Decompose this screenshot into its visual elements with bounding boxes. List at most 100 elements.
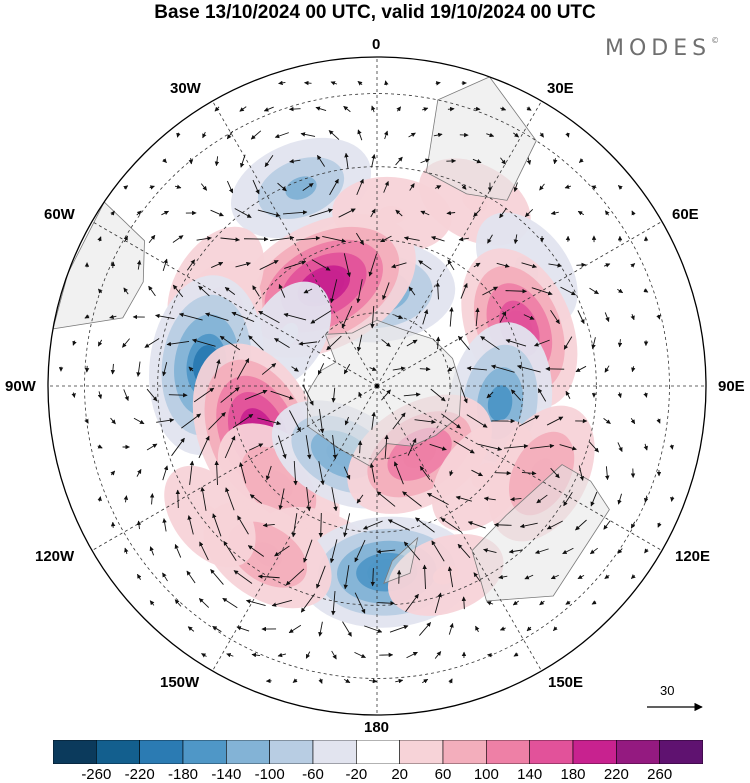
wind-vector: [499, 626, 506, 631]
wind-vector: [148, 234, 156, 244]
wind-vector: [539, 183, 545, 191]
wind-vector: [643, 288, 649, 293]
wind-vector: [356, 494, 364, 504]
wind-vector: [393, 461, 404, 485]
wind-vector: [110, 261, 116, 269]
wind-vector: [419, 465, 431, 480]
wind-vector: [123, 287, 129, 295]
wind-vector: [371, 154, 376, 168]
wind-vector: [240, 154, 246, 168]
wind-vector: [577, 310, 585, 325]
wind-vector: [560, 286, 576, 296]
wind-vector: [371, 105, 376, 113]
wind-vector: [407, 438, 417, 456]
wind-vector: [539, 600, 545, 606]
wind-vector: [123, 235, 128, 243]
wind-vector: [395, 156, 403, 166]
lon-label-0: 0: [372, 36, 381, 53]
wind-vector: [257, 209, 281, 218]
wind-vector: [188, 366, 194, 372]
wind-vector: [384, 80, 389, 86]
wind-vector: [603, 263, 611, 268]
wind-vector: [499, 311, 507, 323]
wind-vector: [590, 491, 598, 507]
wind-vector: [200, 486, 207, 511]
wind-vector: [453, 440, 475, 454]
lon-label-120w: 120W: [35, 548, 75, 565]
colorbar-bin: [226, 740, 270, 764]
wind-vector: [487, 234, 493, 244]
colorbar-tick-label: -140: [211, 766, 242, 783]
wind-vector: [181, 413, 201, 429]
colorbar-bin: [529, 740, 574, 764]
wind-vector: [274, 545, 290, 557]
wind-vector: [389, 625, 409, 633]
wind-vector: [262, 522, 275, 528]
wind-vector: [376, 549, 396, 554]
wind-vector: [274, 338, 290, 348]
wind-vector: [210, 209, 224, 217]
wind-vector: [285, 568, 305, 586]
wind-vector: [225, 487, 235, 511]
wind-vector: [310, 310, 332, 324]
anomaly-core: [471, 462, 496, 488]
wind-vector: [402, 491, 422, 507]
wind-vector: [466, 366, 487, 371]
wind-vector: [300, 132, 316, 137]
wind-vector: [565, 390, 571, 399]
wind-vector: [214, 359, 221, 379]
wind-vector: [187, 626, 195, 632]
colorbar-tick-label: -220: [124, 766, 155, 783]
wind-vector: [431, 236, 445, 242]
wind-vector: [604, 466, 610, 481]
wind-vector: [343, 513, 351, 538]
wind-vector: [604, 210, 610, 216]
wind-vector: [518, 415, 540, 427]
wind-vector: [97, 391, 103, 400]
wind-vector: [318, 621, 323, 637]
wind-vector: [248, 443, 264, 451]
wind-vector: [149, 493, 155, 505]
wind-vector: [510, 389, 522, 401]
wind-vector: [110, 417, 116, 425]
wind-vector: [414, 419, 436, 425]
wind-vector: [357, 129, 363, 141]
wind-vector: [499, 207, 507, 219]
wind-vector: [264, 155, 274, 168]
wind-vector: [304, 80, 312, 86]
wind-vector: [577, 574, 585, 580]
wind-vector: [171, 437, 185, 457]
wind-vector: [305, 651, 311, 659]
wind-vector: [381, 389, 391, 401]
wind-vector: [358, 391, 363, 399]
wind-vector: [289, 158, 301, 164]
modes-logo: MODES©: [605, 36, 719, 61]
wind-vector: [564, 184, 572, 189]
wind-vector: [539, 132, 544, 138]
wind-vector: [316, 565, 326, 589]
wind-vector: [419, 622, 431, 636]
wind-vector: [186, 570, 196, 584]
wind-vector: [162, 362, 168, 377]
wind-vector: [550, 210, 559, 216]
wind-vector: [338, 208, 356, 218]
wind-vector: [578, 158, 584, 163]
wind-vector: [458, 236, 469, 242]
colorbar-tick-label: 220: [603, 766, 629, 783]
wind-vector: [293, 460, 298, 486]
wind-vector: [383, 130, 389, 140]
wind-vector: [231, 311, 255, 322]
wind-vector: [198, 598, 210, 608]
wind-vector: [472, 158, 482, 164]
wind-vector: [277, 182, 287, 192]
wind-vector: [630, 263, 636, 268]
wind-vector: [357, 80, 363, 86]
wind-vector: [110, 210, 115, 216]
wind-vector: [343, 253, 351, 278]
wind-vector: [212, 513, 222, 537]
wind-vector: [392, 366, 406, 371]
wind-vector: [553, 158, 558, 165]
colorbar-tick-label: 100: [473, 766, 499, 783]
wind-vector: [237, 515, 249, 535]
wind-vector: [576, 262, 587, 268]
